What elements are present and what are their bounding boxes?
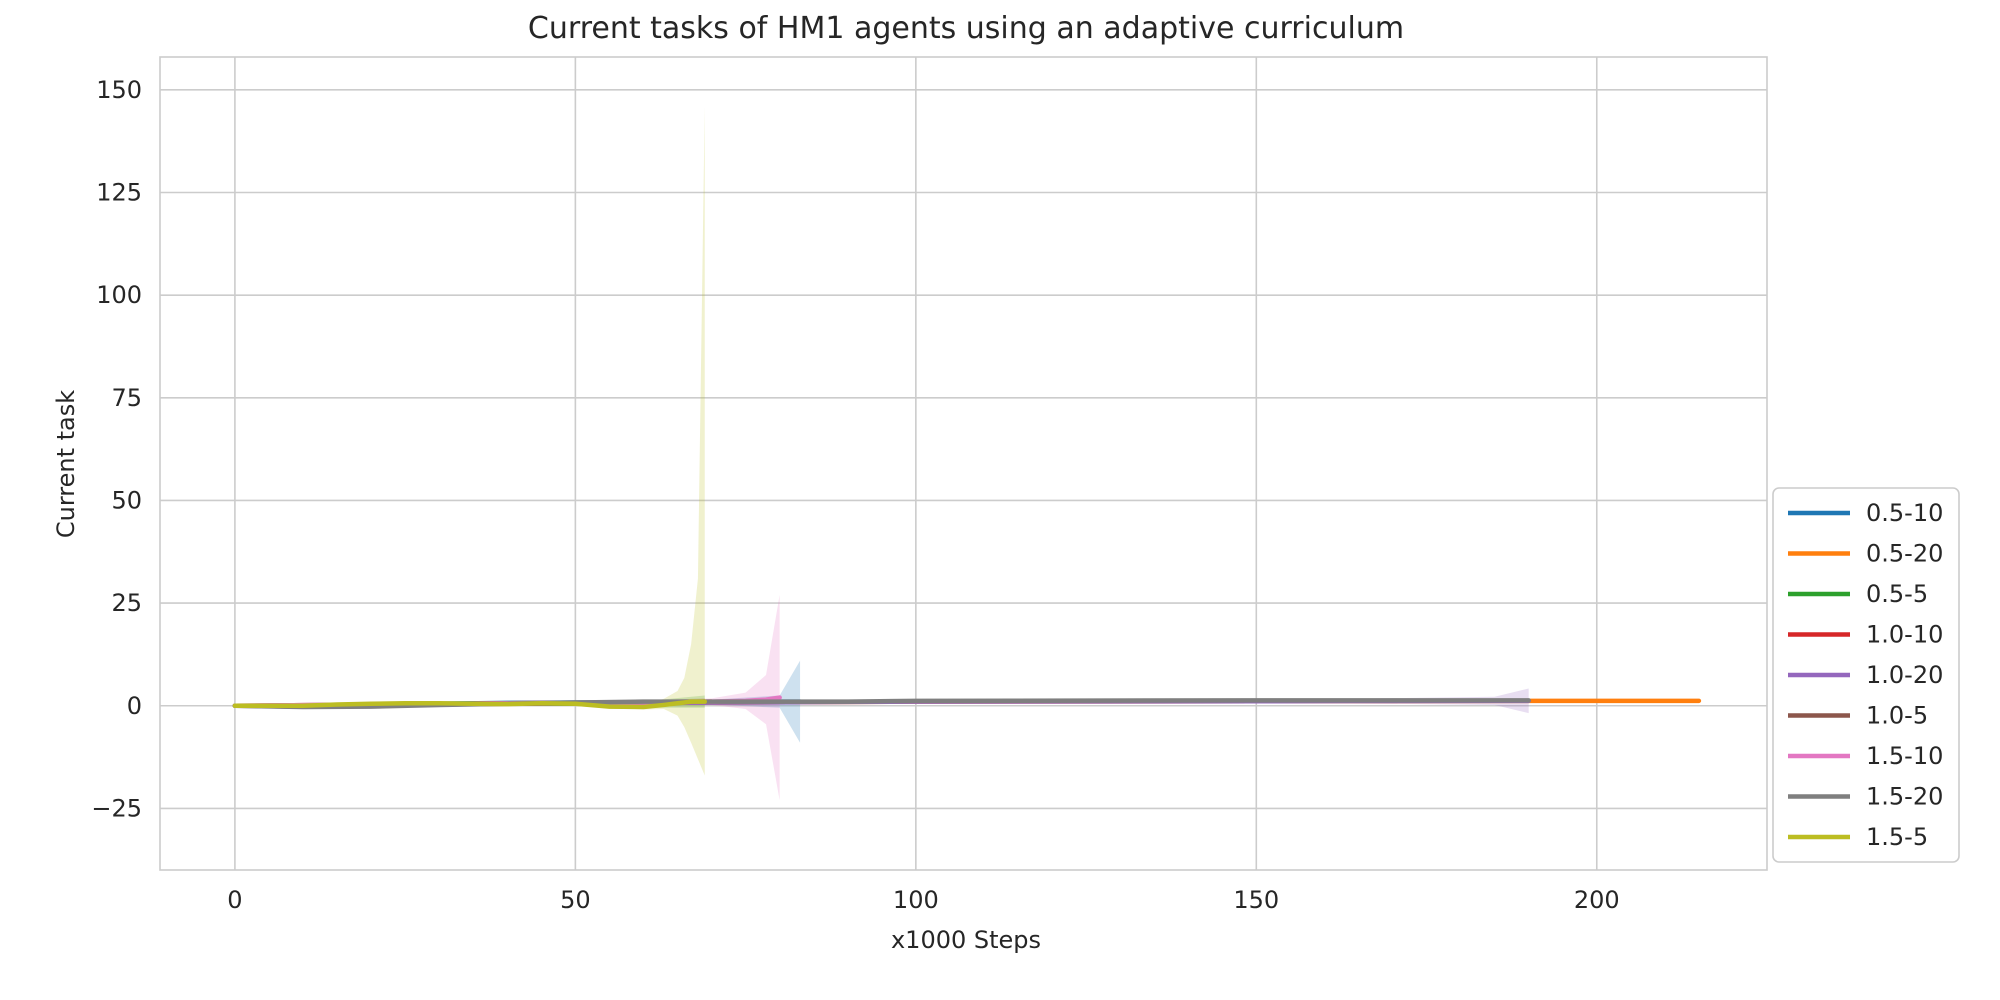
y-tick-label: 0 — [127, 692, 142, 720]
tick-labels: 0 50 100 150 200 −25 0 25 50 75 100 125 150 — [91, 76, 1619, 914]
legend-label-1.0-5: 1.0-5 — [1866, 702, 1928, 730]
x-tick-label: 0 — [227, 886, 242, 914]
spread-band-1.5-5 — [234, 106, 705, 776]
legend-label-1.5-5: 1.5-5 — [1866, 823, 1928, 851]
series-line-1.5-5 — [232, 699, 707, 710]
y-tick-label: 150 — [96, 76, 142, 104]
y-tick-label: 100 — [96, 281, 142, 309]
x-tick-label: 150 — [1233, 886, 1279, 914]
legend-label-1.0-20: 1.0-20 — [1866, 661, 1943, 689]
legend-label-1.5-10: 1.5-10 — [1866, 742, 1943, 770]
y-tick-label: 25 — [111, 589, 142, 617]
series-lines — [232, 695, 1702, 710]
legend-label-1.5-20: 1.5-20 — [1866, 783, 1943, 811]
x-tick-label: 50 — [560, 886, 591, 914]
legend-label-0.5-20: 0.5-20 — [1866, 540, 1943, 568]
series-line-1.5-20 — [232, 698, 1531, 710]
legend-label-0.5-5: 0.5-5 — [1866, 580, 1928, 608]
y-axis-label: Current task — [52, 390, 80, 538]
x-tick-label: 200 — [1574, 886, 1620, 914]
grid-layer — [160, 57, 1767, 870]
y-tick-label: 50 — [111, 486, 142, 514]
y-tick-label: −25 — [91, 794, 142, 822]
chart-title: Current tasks of HM1 agents using an ada… — [528, 11, 1404, 46]
y-tick-label: 75 — [111, 384, 142, 412]
x-tick-label: 100 — [893, 886, 939, 914]
legend-box — [1772, 487, 1960, 863]
y-tick-label: 125 — [96, 179, 142, 207]
plot-frame — [159, 56, 1768, 871]
legend-label-0.5-10: 0.5-10 — [1866, 499, 1943, 527]
legend-label-1.0-10: 1.0-10 — [1866, 621, 1943, 649]
legend: 0.5-10 0.5-20 0.5-5 1.0-10 1.0-20 1.0-5 1.5-10… — [1772, 487, 1960, 863]
x-axis-label: x1000 Steps — [891, 926, 1041, 954]
